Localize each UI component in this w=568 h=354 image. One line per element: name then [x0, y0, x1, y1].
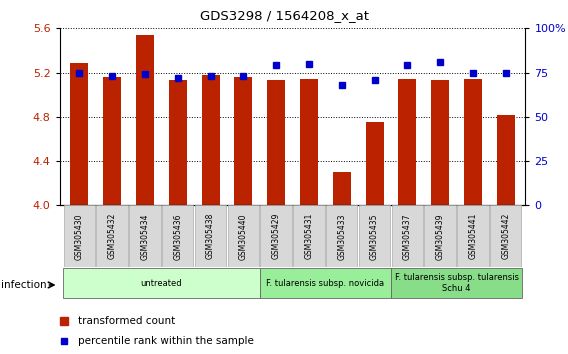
Bar: [103, 77, 121, 205]
Bar: [136, 35, 154, 205]
Text: F. tularensis subsp. tularensis
Schu 4: F. tularensis subsp. tularensis Schu 4: [395, 274, 519, 293]
FancyBboxPatch shape: [326, 205, 357, 267]
Text: infection: infection: [1, 280, 47, 290]
Bar: [496, 115, 515, 205]
FancyBboxPatch shape: [490, 205, 521, 267]
Text: GSM305431: GSM305431: [304, 213, 314, 259]
FancyBboxPatch shape: [195, 205, 226, 267]
Text: GSM305435: GSM305435: [370, 213, 379, 259]
Text: GDS3298 / 1564208_x_at: GDS3298 / 1564208_x_at: [199, 9, 369, 22]
Text: GSM305439: GSM305439: [436, 213, 445, 259]
FancyBboxPatch shape: [260, 205, 292, 267]
Text: GSM305437: GSM305437: [403, 213, 412, 259]
Bar: [365, 122, 383, 205]
Bar: [398, 79, 416, 205]
FancyBboxPatch shape: [391, 268, 522, 298]
Bar: [300, 79, 318, 205]
Text: GSM305433: GSM305433: [337, 213, 346, 259]
FancyBboxPatch shape: [228, 205, 259, 267]
FancyBboxPatch shape: [260, 268, 391, 298]
Text: GSM305434: GSM305434: [140, 213, 149, 259]
Text: GSM305438: GSM305438: [206, 213, 215, 259]
Bar: [267, 80, 285, 205]
FancyBboxPatch shape: [391, 205, 423, 267]
FancyBboxPatch shape: [64, 205, 95, 267]
FancyBboxPatch shape: [97, 205, 128, 267]
Bar: [431, 80, 449, 205]
Bar: [70, 63, 89, 205]
Text: GSM305440: GSM305440: [239, 213, 248, 259]
Bar: [202, 75, 220, 205]
Text: GSM305441: GSM305441: [469, 213, 478, 259]
Text: transformed count: transformed count: [78, 316, 176, 326]
Text: GSM305432: GSM305432: [107, 213, 116, 259]
FancyBboxPatch shape: [63, 268, 260, 298]
Text: GSM305442: GSM305442: [501, 213, 510, 259]
Text: untreated: untreated: [140, 279, 182, 288]
FancyBboxPatch shape: [359, 205, 390, 267]
Bar: [333, 172, 351, 205]
Bar: [235, 77, 252, 205]
Text: percentile rank within the sample: percentile rank within the sample: [78, 336, 254, 346]
Text: GSM305436: GSM305436: [173, 213, 182, 259]
FancyBboxPatch shape: [424, 205, 456, 267]
Bar: [464, 79, 482, 205]
Text: GSM305429: GSM305429: [272, 213, 281, 259]
Text: F. tularensis subsp. novicida: F. tularensis subsp. novicida: [266, 279, 385, 288]
Bar: [169, 80, 187, 205]
FancyBboxPatch shape: [162, 205, 194, 267]
Text: GSM305430: GSM305430: [75, 213, 84, 259]
FancyBboxPatch shape: [457, 205, 488, 267]
FancyBboxPatch shape: [293, 205, 325, 267]
FancyBboxPatch shape: [129, 205, 161, 267]
